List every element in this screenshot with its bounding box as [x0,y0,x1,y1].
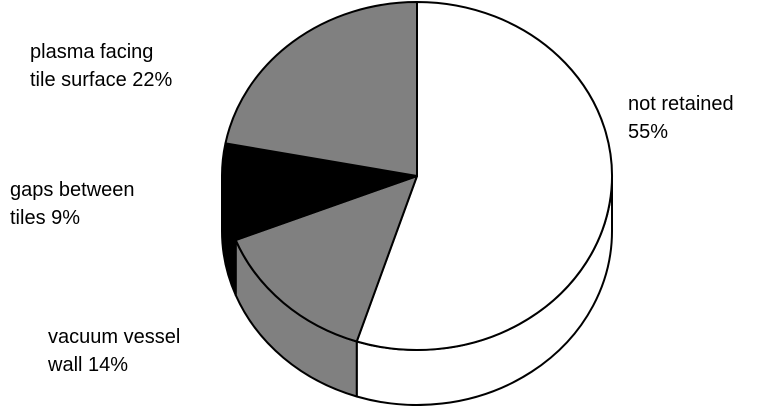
pie-slice [221,142,418,242]
category-label: not retained [628,93,734,115]
label: not retained 55% [628,90,753,146]
value-label: 22% [132,69,173,91]
label: gaps between tiles 9% [10,176,150,232]
pie-slice [355,1,613,351]
category-label: vacuum vessel wall [48,326,181,376]
category-label: gaps between tiles [10,179,135,229]
label: vacuum vessel wall 14% [48,323,198,379]
value-label: 9% [51,207,81,229]
pie-slice [224,1,418,177]
value-label: 55% [628,121,669,143]
label: plasma facing tile surface 22% [30,38,178,94]
value-label: 14% [88,354,129,376]
category-label: plasma facing tile surface [30,41,154,91]
pie-slice [234,175,418,343]
